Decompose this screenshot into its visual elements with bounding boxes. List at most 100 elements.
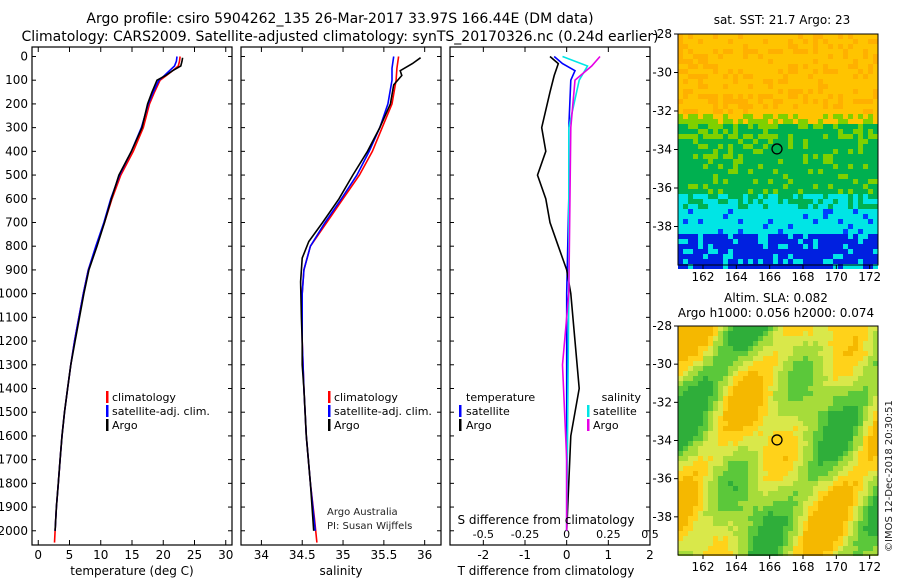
map-pixel [708, 179, 713, 184]
map-pixel [833, 264, 838, 269]
map-pixel [843, 511, 848, 516]
map-pixel [683, 541, 688, 546]
map-pixel [838, 164, 843, 169]
map-pixel [813, 366, 818, 371]
map-pixel [838, 84, 843, 89]
map-pixel [718, 456, 723, 461]
map-pixel [763, 346, 768, 351]
map-pixel [808, 49, 813, 54]
map-pixel [718, 234, 723, 239]
map-pixel [873, 189, 878, 194]
map-pixel [873, 336, 878, 341]
map-pixel [848, 421, 853, 426]
map-pixel [813, 229, 818, 234]
map-pixel [698, 69, 703, 74]
map-pixel [698, 199, 703, 204]
map-pixel [848, 366, 853, 371]
map-pixel [768, 179, 773, 184]
map-pixel [853, 386, 858, 391]
map-pixel [858, 326, 863, 331]
map-pixel [873, 361, 878, 366]
map-pixel [798, 129, 803, 134]
map-pixel [778, 59, 783, 64]
map-pixel [753, 401, 758, 406]
map-pixel [723, 219, 728, 224]
map-pixel [678, 59, 683, 64]
map-pixel [853, 351, 858, 356]
map-pixel [713, 54, 718, 59]
map-pixel [848, 184, 853, 189]
map-pixel [783, 511, 788, 516]
map-pixel [843, 234, 848, 239]
map-pixel [713, 154, 718, 159]
map-pixel [703, 259, 708, 264]
map-pixel [823, 406, 828, 411]
map-pixel [843, 34, 848, 39]
map-pixel [738, 54, 743, 59]
map-pixel [713, 59, 718, 64]
map-pixel [713, 214, 718, 219]
map-pixel [868, 84, 873, 89]
map-pixel [723, 129, 728, 134]
map-pixel [793, 326, 798, 331]
map-pixel [783, 189, 788, 194]
map-pixel [848, 521, 853, 526]
map-pixel [733, 244, 738, 249]
map-pixel [768, 124, 773, 129]
map-pixel [713, 356, 718, 361]
map-pixel [738, 84, 743, 89]
map-pixel [863, 436, 868, 441]
map-pixel [713, 491, 718, 496]
map-pixel [763, 326, 768, 331]
map-pixel [843, 436, 848, 441]
map-pixel [688, 49, 693, 54]
map-pixel [768, 491, 773, 496]
map-pixel [713, 164, 718, 169]
map-pixel [743, 541, 748, 546]
map-pixel [848, 159, 853, 164]
map-pixel [723, 114, 728, 119]
map-pixel [703, 139, 708, 144]
map-pixel [733, 154, 738, 159]
map-pixel [788, 239, 793, 244]
map-pixel [838, 49, 843, 54]
map-pixel [688, 356, 693, 361]
map-pixel [783, 391, 788, 396]
map-pixel [793, 34, 798, 39]
map-pixel [723, 34, 728, 39]
map-pixel [868, 194, 873, 199]
map-pixel [838, 109, 843, 114]
map-pixel [748, 401, 753, 406]
map-pixel [838, 491, 843, 496]
map-pixel [738, 64, 743, 69]
map-pixel [678, 501, 683, 506]
map-pixel [863, 491, 868, 496]
map-pixel [838, 114, 843, 119]
map-pixel [868, 59, 873, 64]
map-pixel [773, 481, 778, 486]
map-pixel [698, 406, 703, 411]
map-pixel [833, 144, 838, 149]
map-pixel [868, 49, 873, 54]
map-pixel [753, 159, 758, 164]
map-pixel [713, 516, 718, 521]
map-pixel [793, 521, 798, 526]
map-pixel [678, 149, 683, 154]
map-pixel [753, 89, 758, 94]
map-pixel [758, 119, 763, 124]
map-pixel [763, 431, 768, 436]
map-pixel [703, 466, 708, 471]
lat-tick-label: -28 [652, 27, 672, 41]
map-pixel [678, 526, 683, 531]
map-pixel [683, 234, 688, 239]
map-pixel [738, 516, 743, 521]
map-pixel [848, 386, 853, 391]
map-pixel [853, 326, 858, 331]
map-pixel [783, 361, 788, 366]
map-pixel [688, 34, 693, 39]
map-pixel [703, 521, 708, 526]
map-pixel [818, 526, 823, 531]
map-pixel [813, 381, 818, 386]
map-pixel [848, 356, 853, 361]
map-pixel [823, 371, 828, 376]
